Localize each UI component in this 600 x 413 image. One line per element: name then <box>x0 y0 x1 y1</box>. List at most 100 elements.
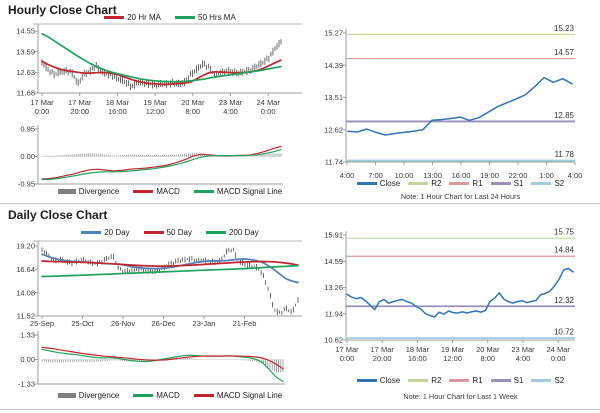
200-day-line <box>41 264 299 278</box>
x-tick-label: 12:00 <box>443 354 462 363</box>
x-tick-label: 17 Mar <box>30 98 54 107</box>
50-hrs-ma-line <box>41 32 282 83</box>
daily-price-legend: 20 Day 50 Day 200 Day <box>38 228 302 237</box>
daily-macd-legend: Divergence MACD MACD Signal Line <box>38 391 302 400</box>
legend-swatch <box>57 189 76 194</box>
x-tick-label: 25-Sep <box>30 319 54 328</box>
r2-level-label: 15.23 <box>554 24 575 33</box>
legend-label: MACD <box>156 391 180 400</box>
legend-swatch <box>408 182 429 185</box>
y-tick-label: 12.63 <box>16 68 35 77</box>
x-tick-label: 0:00 <box>340 354 355 363</box>
legend-label: Divergence <box>78 187 120 196</box>
x-tick-label: 23 Mar <box>219 98 243 107</box>
legend-swatch <box>490 182 511 185</box>
x-tick-label: 20:00 <box>70 107 89 116</box>
x-tick-label: 18 Mar <box>106 98 130 107</box>
price-bars <box>41 247 299 316</box>
legend-label: R2 <box>431 376 442 385</box>
legend-label: R1 <box>472 179 483 188</box>
x-tick-label: 7:00 <box>368 171 383 180</box>
y-tick-label: 19.20 <box>16 242 35 251</box>
legend-item: Close <box>356 179 401 188</box>
legend-item: 20 Hr MA <box>104 13 161 22</box>
legend-label: 200 Day <box>228 228 259 237</box>
x-tick-label: 23-Jan <box>193 319 216 328</box>
s1-level-label: 12.32 <box>554 296 575 305</box>
x-tick-label: 22:00 <box>509 171 528 180</box>
r2-level-label: 15.75 <box>554 228 575 237</box>
legend-swatch <box>408 379 429 382</box>
legend-swatch <box>449 182 470 185</box>
legend-label: MACD Signal Line <box>216 187 283 196</box>
macd-line <box>41 348 284 383</box>
x-tick-label: 20 Mar <box>181 98 205 107</box>
x-tick-label: 0:00 <box>551 354 566 363</box>
daily-chart-title: Daily Close Chart <box>8 208 108 222</box>
section-divider-bottom <box>0 409 600 410</box>
legend-label: 50 Day <box>166 228 192 237</box>
x-tick-label: 10:00 <box>395 171 414 180</box>
legend-label: 20 Day <box>104 228 130 237</box>
y-tick-label: 12.62 <box>324 125 343 134</box>
x-tick-label: 16:00 <box>108 107 127 116</box>
x-tick-label: 21-Feb <box>233 319 257 328</box>
legend-swatch <box>356 182 377 185</box>
legend-swatch <box>356 379 377 382</box>
legend-label: Close <box>379 376 401 385</box>
legend-swatch <box>205 231 226 234</box>
x-tick-label: 16:00 <box>452 171 471 180</box>
x-tick-label: 12:00 <box>146 107 165 116</box>
y-tick-label: 14.08 <box>16 288 35 297</box>
x-tick-label: 4:00 <box>568 171 583 180</box>
y-tick-label: 0.00 <box>20 152 35 161</box>
legend-item: S1 <box>490 376 523 385</box>
weekly-sr-note: Note: 1 Hour Chart for Last 1 Week <box>403 392 518 401</box>
y-tick-label: 13.51 <box>324 93 343 102</box>
x-tick-label: 25-Oct <box>71 319 94 328</box>
x-tick-label: 0:00 <box>261 107 276 116</box>
x-tick-label: 4:00 <box>223 107 238 116</box>
y-tick-label: 15.27 <box>324 29 343 38</box>
s1-level-label: 12.85 <box>554 111 575 120</box>
hourly-sr-note: Note: 1 Hour Chart for Last 24 Hours <box>400 192 521 201</box>
legend-swatch <box>193 394 214 397</box>
legend-swatch <box>143 231 164 234</box>
r1-level-label: 14.57 <box>554 48 575 57</box>
hourly-macd-chart: 0.95 0.00 -0.95 <box>18 125 283 189</box>
legend-item: Divergence <box>57 187 120 196</box>
legend-swatch <box>531 182 552 185</box>
x-tick-label: 20:00 <box>373 354 392 363</box>
legend-label: Close <box>379 179 401 188</box>
legend-item: 200 Day <box>205 228 259 237</box>
legend-swatch <box>133 394 154 397</box>
y-tick-label: -0.95 <box>18 180 35 189</box>
legend-item: R1 <box>449 179 483 188</box>
legend-item: 50 Day <box>143 228 192 237</box>
macd-signal-line-line <box>41 346 284 370</box>
legend-item: Divergence <box>57 391 119 400</box>
y-tick-label: 11.94 <box>325 309 343 318</box>
legend-item: Close <box>356 376 401 385</box>
x-tick-label: 4:00 <box>340 171 355 180</box>
legend-label: 50 Hrs MA <box>198 13 236 22</box>
legend-swatch <box>57 393 76 398</box>
y-tick-label: -1.33 <box>18 380 35 389</box>
legend-item: MACD <box>133 187 180 196</box>
legend-label: MACD Signal Line <box>216 391 283 400</box>
hourly-sr-chart: 15.27 14.39 13.51 12.62 11.74 4:00 7:00 10:00 13… <box>324 24 582 180</box>
y-tick-label: 16.64 <box>16 265 35 274</box>
y-tick-label: 14.55 <box>16 27 35 36</box>
x-tick-label: 13:00 <box>423 171 442 180</box>
legend-swatch <box>81 231 102 234</box>
legend-item: MACD Signal Line <box>193 391 283 400</box>
legend-swatch <box>531 379 552 382</box>
x-tick-label: 4:00 <box>516 354 531 363</box>
x-tick-label: 23 Mar <box>511 345 535 354</box>
price-bars <box>41 39 282 91</box>
legend-label: MACD <box>156 187 180 196</box>
